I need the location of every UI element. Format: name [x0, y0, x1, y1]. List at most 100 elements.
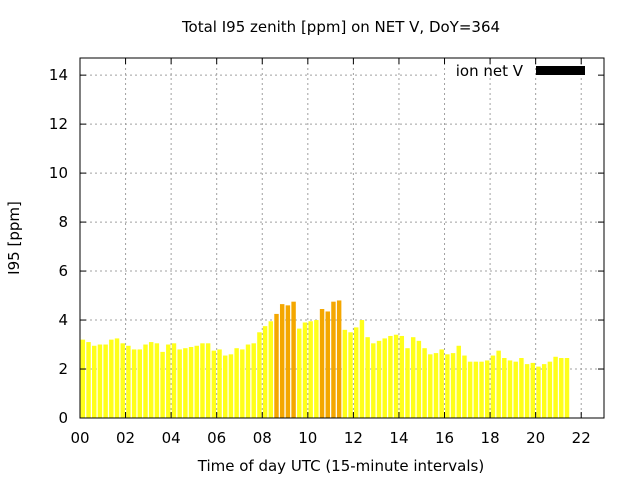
bar	[205, 343, 211, 418]
bar	[166, 344, 171, 418]
bar	[348, 332, 353, 418]
bar	[319, 309, 325, 418]
x-tick-label: 10	[298, 429, 317, 447]
bar	[86, 342, 91, 418]
bar	[416, 340, 422, 418]
bar	[519, 358, 524, 418]
bar	[342, 329, 348, 418]
bar	[399, 335, 405, 418]
bar	[450, 353, 456, 418]
bar	[530, 362, 536, 418]
bar	[171, 343, 177, 418]
bar	[314, 320, 319, 418]
y-axis-label: I95 [ppm]	[5, 201, 23, 275]
bar	[154, 343, 160, 418]
bar	[126, 345, 131, 418]
bar	[131, 349, 137, 418]
bar	[393, 334, 399, 418]
bar	[188, 346, 194, 418]
bar	[211, 350, 217, 418]
bars	[80, 300, 570, 418]
bar	[439, 349, 444, 418]
bar	[268, 321, 274, 418]
bar	[200, 343, 205, 418]
bar	[371, 343, 376, 418]
bar	[428, 354, 433, 418]
bar	[308, 321, 313, 418]
bar	[262, 326, 268, 418]
bar	[456, 345, 461, 418]
bar	[564, 358, 570, 418]
grid-lines	[80, 58, 604, 418]
bar	[541, 364, 547, 418]
x-tick-label: 22	[572, 429, 591, 447]
bar	[137, 349, 143, 418]
bar	[559, 358, 564, 418]
y-tick-label: 10	[49, 164, 68, 182]
bar	[160, 351, 165, 418]
x-tick-label: 04	[162, 429, 181, 447]
bar	[473, 361, 479, 418]
bar	[217, 349, 222, 418]
legend: ion net V	[456, 62, 585, 80]
legend-swatch	[536, 66, 585, 75]
bar	[109, 339, 114, 418]
y-tick-label: 0	[58, 409, 68, 427]
bar	[405, 348, 410, 418]
bar	[547, 361, 553, 418]
bar	[445, 354, 450, 418]
bar	[479, 361, 484, 418]
bar	[496, 350, 501, 418]
x-tick-label: 20	[526, 429, 545, 447]
bar	[553, 356, 558, 418]
x-axis-label: Time of day UTC (15-minute intervals)	[197, 457, 484, 475]
bar	[103, 344, 108, 418]
bar	[257, 332, 262, 418]
bar	[336, 300, 342, 418]
bar	[120, 343, 125, 418]
bar	[382, 338, 387, 418]
bar	[183, 348, 188, 418]
bar	[325, 311, 330, 418]
bar	[433, 353, 439, 418]
bar	[354, 327, 359, 418]
x-tick-label: 08	[253, 429, 272, 447]
x-tick-label: 02	[116, 429, 135, 447]
y-tick-label: 8	[58, 213, 68, 231]
bar	[194, 345, 199, 418]
bar	[513, 361, 518, 418]
chart-title: Total I95 zenith [ppm] on NET V, DoY=364	[181, 18, 500, 36]
bar	[490, 355, 496, 418]
bar	[502, 358, 507, 418]
bar	[285, 305, 291, 418]
bar	[462, 355, 467, 418]
bar	[536, 366, 541, 418]
bar	[365, 337, 370, 418]
bar	[376, 340, 382, 418]
bar	[97, 344, 103, 418]
bar	[297, 328, 302, 418]
x-tick-label: 00	[70, 429, 89, 447]
bar	[92, 345, 97, 418]
x-tick-label: 14	[389, 429, 408, 447]
axes	[79, 57, 605, 419]
bar	[422, 348, 427, 418]
bar	[228, 354, 234, 418]
bar	[507, 360, 513, 418]
bar	[485, 360, 490, 418]
bar	[143, 344, 148, 418]
y-tick-label: 4	[58, 311, 68, 329]
y-tick-label: 14	[49, 66, 68, 84]
bar	[148, 342, 154, 418]
bar	[274, 313, 279, 418]
x-tick-label: 18	[481, 429, 500, 447]
bar	[359, 320, 365, 418]
bar	[467, 361, 473, 418]
bar	[291, 301, 296, 418]
x-tick-label: 12	[344, 429, 363, 447]
bar	[245, 344, 251, 418]
x-tick-label: 06	[207, 429, 226, 447]
bar	[410, 337, 416, 418]
x-tick-label: 16	[435, 429, 454, 447]
